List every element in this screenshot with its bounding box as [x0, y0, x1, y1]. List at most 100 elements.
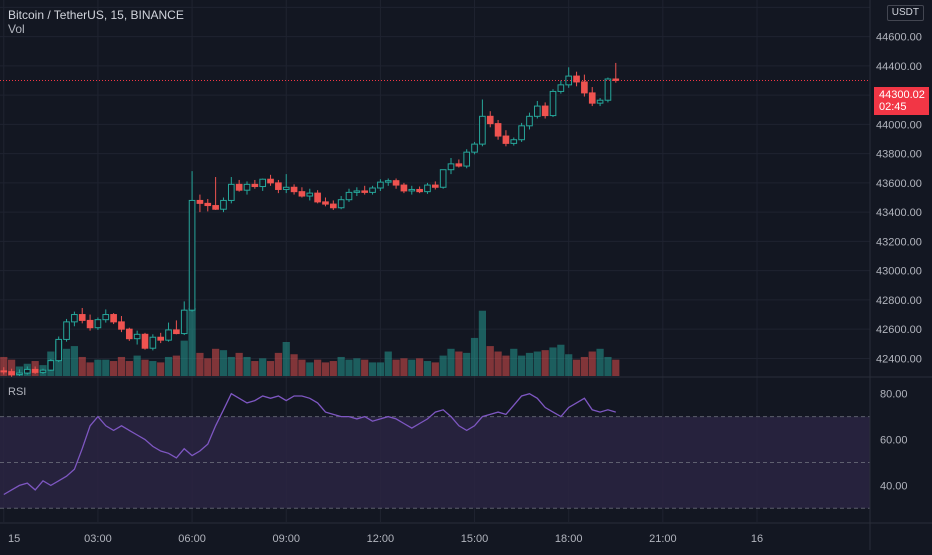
price-tick-label: 42400.00 [876, 353, 922, 365]
volume-bar [251, 361, 259, 376]
symbol-title[interactable]: Bitcoin / TetherUS, 15, BINANCE [8, 8, 184, 22]
price-tick-label: 43400.00 [876, 207, 922, 219]
volume-bar [463, 352, 471, 376]
bar-countdown: 02:45 [879, 101, 907, 113]
volume-bar [596, 348, 604, 376]
volume-bar [0, 356, 8, 376]
volume-bar [423, 361, 432, 376]
rsi-legend[interactable]: RSI [8, 386, 27, 398]
volume-bars [0, 308, 620, 376]
candle-body [581, 81, 588, 94]
candle-body [173, 329, 180, 335]
volume-bar [572, 359, 581, 376]
candle-body [298, 191, 306, 197]
volume-bar [243, 356, 251, 376]
candle-body [212, 205, 219, 210]
candle-body [204, 202, 212, 207]
candle-body [180, 309, 188, 335]
volume-bar [502, 355, 510, 376]
price-tick-label: 43800.00 [876, 149, 922, 161]
candle-body [400, 184, 408, 192]
volume-bar [8, 359, 16, 376]
candle-body [227, 183, 235, 201]
rsi-tick-label: 40.00 [880, 480, 908, 492]
candle-body [16, 372, 23, 376]
price-tick-label: 42800.00 [876, 295, 922, 307]
candle-body [282, 186, 290, 190]
candle-body [573, 75, 580, 83]
candle-body [557, 84, 565, 92]
candle-body [243, 183, 251, 191]
candle-body [431, 184, 439, 188]
candle-body [31, 368, 39, 373]
volume-bar [164, 356, 173, 376]
price-tick-label: 44000.00 [876, 119, 922, 131]
candle-body [94, 319, 102, 329]
volume-bar [227, 356, 235, 376]
candle-body [486, 115, 494, 125]
rsi-line [3, 392, 616, 496]
volume-bar [86, 362, 94, 376]
volume-bar [361, 359, 369, 376]
candle-body [125, 328, 133, 340]
candle-body [275, 182, 282, 190]
volume-bar [494, 351, 502, 376]
volume-bar [408, 359, 416, 376]
candle-body [165, 329, 172, 341]
candle-body [63, 321, 70, 340]
candle-body [0, 370, 8, 373]
volume-bar [172, 355, 180, 376]
candle-body [416, 188, 423, 193]
volume-bar [125, 361, 133, 376]
volume-bar [259, 358, 267, 376]
candle-body [141, 333, 149, 349]
price-tick-label: 44600.00 [876, 32, 922, 44]
volume-bar [510, 348, 518, 376]
candle-body [314, 192, 321, 203]
candle-body [604, 78, 612, 101]
volume-bar [353, 358, 361, 376]
volume-bar [219, 350, 228, 376]
volume-bar [274, 352, 282, 376]
volume-bar [612, 359, 620, 376]
volume-bar [549, 347, 557, 376]
volume-bar [70, 346, 78, 376]
candle-body [541, 105, 549, 117]
candle-body [235, 183, 243, 191]
candle-body [494, 123, 502, 137]
time-tick-label: 12:00 [367, 533, 395, 545]
candle-body [329, 203, 337, 209]
volume-bar [455, 351, 463, 376]
volume-bar [157, 362, 165, 376]
volume-bar [306, 362, 314, 376]
candle-body [157, 336, 165, 341]
volume-bar [149, 361, 157, 376]
volume-legend[interactable]: Vol [8, 22, 25, 36]
rsi-tick-label: 60.00 [880, 435, 908, 447]
time-tick-label: 21:00 [649, 533, 677, 545]
volume-bar [282, 342, 290, 376]
candle-body [533, 105, 541, 117]
candle-body [392, 180, 400, 186]
candle-body [408, 188, 416, 192]
candle-body [384, 180, 392, 183]
candle-body [133, 333, 141, 340]
candle-body [471, 143, 478, 153]
candle-body [588, 92, 596, 104]
volume-bar [565, 354, 573, 376]
volume-bar [518, 355, 526, 376]
volume-bar [298, 359, 306, 376]
volume-bar [329, 361, 337, 376]
time-tick-label: 06:00 [178, 533, 206, 545]
volume-bar [525, 352, 534, 376]
volume-bar [557, 344, 565, 376]
candle-body [549, 90, 557, 117]
volume-bar [588, 351, 596, 376]
volume-bar [431, 362, 439, 376]
currency-button[interactable]: USDT [886, 5, 924, 21]
volume-bar [376, 362, 384, 376]
price-tick-label: 43600.00 [876, 178, 922, 190]
time-tick-label: 03:00 [84, 533, 112, 545]
